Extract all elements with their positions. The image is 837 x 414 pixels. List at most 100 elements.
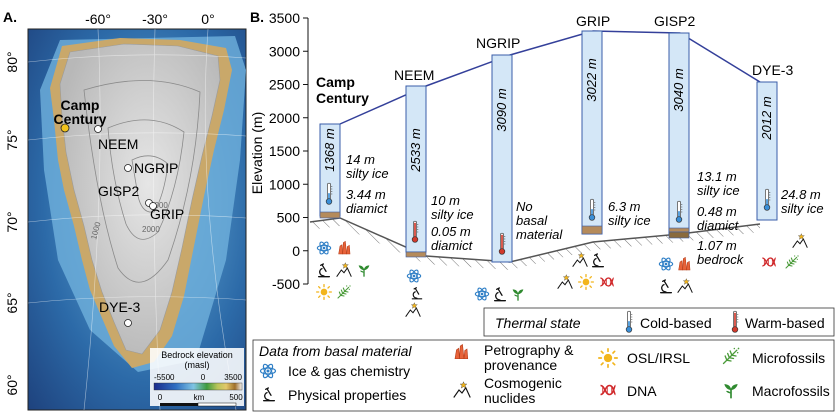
panel-a-label: A.: [3, 9, 17, 25]
ice-gas-chemistry-icon: [406, 268, 422, 284]
data-legend-title: Data from basal material: [259, 343, 412, 359]
legend-background: [150, 348, 244, 406]
basal-note: 3.44 m: [346, 187, 386, 202]
y-tick-label: 500: [277, 210, 301, 226]
core-depth-label: 3022 m: [584, 58, 599, 102]
dna-icon: [761, 257, 777, 267]
basal-note: diamict: [431, 238, 474, 253]
microscope-icon: [493, 287, 507, 302]
scale-bar-black: [160, 403, 198, 406]
core-depth-label: 2012 m: [759, 96, 774, 141]
basal-note: 14 m: [346, 152, 375, 167]
site-marker-ngrip[interactable]: [124, 164, 132, 172]
microscope-icon: [660, 279, 672, 294]
y-tick-label: -500: [272, 276, 300, 292]
cosmogenic-icon: [405, 302, 421, 318]
scale-end: 500: [229, 393, 243, 402]
warm-thermometer-icon: [411, 220, 419, 243]
lon-ticks: -60° -30° 0°: [85, 11, 215, 27]
site-marker-dye3[interactable]: [124, 319, 132, 327]
bedrock-legend: Bedrock elevation (masl) -5500 0 3500 0 …: [150, 348, 244, 407]
site-label-gisp2: GISP2: [98, 183, 139, 199]
thermal-legend-warm: Warm-based: [745, 315, 825, 331]
legend-max: 3500: [224, 373, 242, 382]
site-label-grip: GRIP: [150, 206, 184, 222]
core-name: NGRIP: [476, 35, 520, 51]
legend-microfossils: Microfossils: [752, 350, 825, 366]
core-dye3[interactable]: 2012 m DYE-3 24.8 m silty ice: [752, 62, 824, 221]
ice-gas-chemistry-icon: [316, 240, 332, 256]
y-ticks: 3500 3000 2500 2000 1500 1000 500 0 -500: [269, 10, 308, 292]
basal-note: material: [516, 227, 563, 242]
legend-petro-line2: provenance: [484, 357, 557, 373]
core-camp-century[interactable]: 1368 m Camp Century 14 m silty ice 3.44 …: [316, 74, 389, 219]
site-label-neem: NEEM: [98, 136, 138, 152]
core-depth-label: 3090 m: [494, 88, 509, 132]
core-name: GISP2: [654, 13, 695, 29]
cosmogenic-icon: [677, 278, 693, 294]
microscope-icon: [411, 287, 423, 300]
petrography-icon: [338, 241, 351, 255]
core-name: DYE-3: [752, 62, 793, 78]
contour-label: 2000: [142, 225, 160, 234]
y-tick-label: 3000: [269, 43, 300, 59]
basal-note: silty ice: [431, 207, 474, 222]
lon-tick-label: -30°: [142, 11, 168, 27]
lat-tick-label: 80°: [4, 51, 20, 72]
lat-tick-label: 70°: [4, 211, 20, 232]
basal-sediment: [405, 251, 427, 258]
core-grip[interactable]: 3022 m GRIP 6.3 m silty ice: [576, 13, 651, 235]
lat-tick-label: 75°: [4, 129, 20, 150]
core-bar: [491, 54, 513, 263]
greenland-map: 2000 3000 1000 Camp Century NEEM NGRIP G…: [27, 28, 247, 411]
basal-note: diamict: [346, 201, 389, 216]
legend-physical: Physical properties: [288, 387, 406, 403]
cold-thermometer-icon: [625, 310, 633, 333]
core-name: NEEM: [394, 67, 434, 83]
site-label-dye3: DYE-3: [99, 299, 140, 315]
site-label-camp-century-line1: Camp: [61, 97, 100, 113]
legend-colorbar: [153, 382, 243, 391]
contour-lines: [83, 80, 201, 283]
y-tick-label: 1500: [269, 143, 300, 159]
panel-b-label: B.: [250, 9, 264, 25]
basal-note: 6.3 m: [608, 199, 641, 214]
thermal-legend-box: [483, 307, 835, 337]
microfossil-icon: [337, 284, 352, 299]
basal-sediment: [319, 211, 341, 219]
y-axis: 3500 3000 2500 2000 1500 1000 500 0 -500 Elevati…: [249, 10, 309, 292]
petrography-icon: [678, 257, 691, 271]
cosmogenic-icon: [557, 274, 573, 290]
site-label-ngrip: NGRIP: [134, 160, 178, 176]
basal-note: diamict: [697, 218, 740, 233]
basal-note: 1.07 m: [697, 238, 737, 253]
data-legend: Data from basal material Ice & gas chemi…: [252, 339, 835, 412]
core-depth-label: 1368 m: [322, 128, 337, 172]
core-ngrip[interactable]: 3090 m NGRIP No basal material: [476, 35, 563, 263]
thermal-legend-title: Thermal state: [495, 315, 581, 331]
site-marker-grip[interactable]: [149, 202, 157, 210]
cosmogenic-icon: [336, 262, 352, 278]
lat-tick-label: 65°: [4, 292, 20, 313]
microscope-icon: [592, 253, 604, 268]
basal-note: 24.8 m: [780, 187, 821, 202]
site-marker-neem[interactable]: [94, 125, 102, 133]
basal-sediment: [668, 227, 690, 233]
microscope-icon: [317, 263, 331, 278]
legend-petro-line1: Petrography &: [484, 342, 574, 358]
basal-note: silty ice: [608, 213, 651, 228]
legend-min: -5500: [154, 373, 175, 382]
basal-note: silty ice: [346, 166, 389, 181]
core-gisp2[interactable]: 3040 m GISP2 13.1 m silty ice 0.48 m dia…: [654, 13, 745, 267]
microfossil-icon: [785, 254, 800, 269]
legend-osl: OSL/IRSL: [627, 350, 690, 366]
basal-note: 0.48 m: [697, 204, 737, 219]
legend-title: Bedrock elevation: [161, 350, 233, 360]
y-tick-label: 2000: [269, 110, 300, 126]
thermal-legend: Thermal state Cold-based Warm-based: [483, 307, 835, 337]
lon-tick-label: -60°: [85, 11, 111, 27]
core-neem[interactable]: 2533 m NEEM 10 m silty ice 0.05 m diamic…: [394, 67, 474, 258]
cold-thermometer-icon: [763, 188, 771, 211]
basal-note: silty ice: [697, 183, 740, 198]
site-marker-camp-century[interactable]: [60, 123, 70, 133]
